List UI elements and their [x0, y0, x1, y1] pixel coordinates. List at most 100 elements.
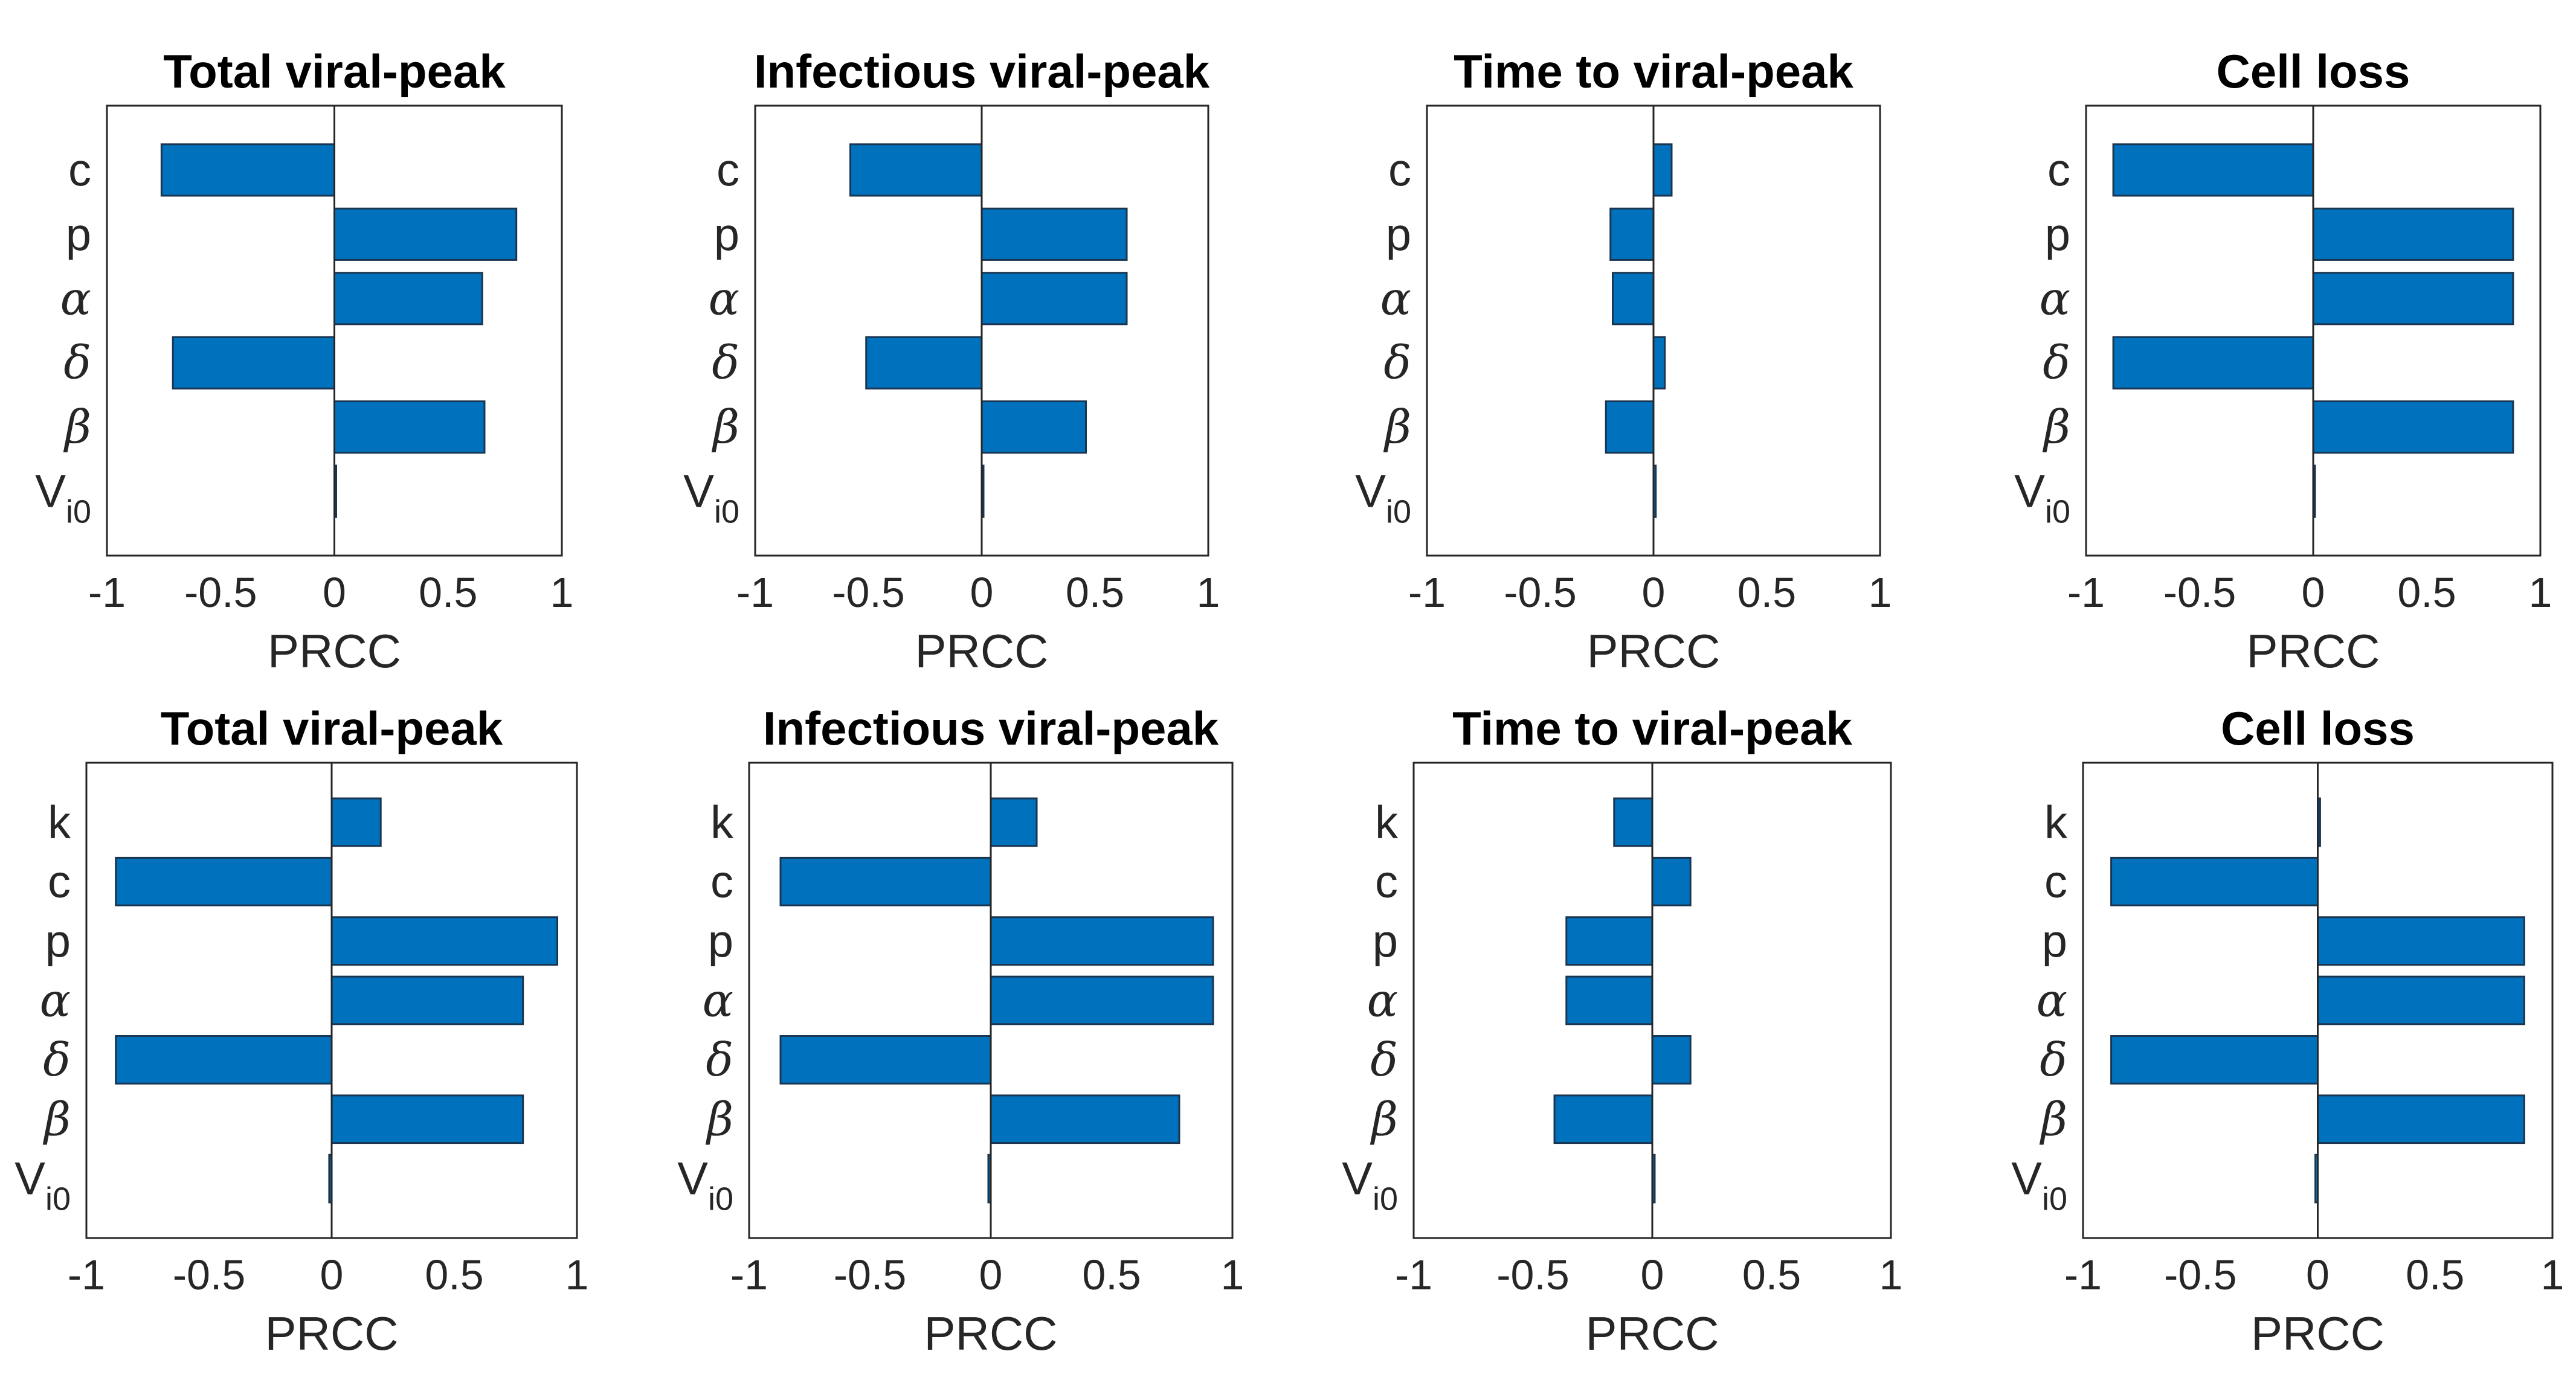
category-subscript: i0 — [2042, 1181, 2067, 1217]
x-tick-label: 0 — [320, 1251, 344, 1298]
category-label: α — [60, 271, 91, 325]
category-label: Vi0 — [2011, 1153, 2067, 1217]
bar-p — [330, 916, 559, 966]
bar-β — [980, 400, 1087, 454]
category-label: α — [2037, 974, 2067, 1027]
x-tick-label: 0 — [970, 569, 994, 616]
x-tick-label: 1 — [2529, 569, 2552, 616]
category-label: c — [68, 144, 91, 196]
category-label: δ — [2040, 1033, 2067, 1086]
x-tick-label: 0 — [323, 569, 346, 616]
category-main: V — [677, 1153, 708, 1205]
bar-k — [1613, 797, 1653, 847]
bar-α — [980, 272, 1128, 326]
x-axis-label: PRCC — [2246, 624, 2380, 678]
category-label: δ — [43, 1033, 71, 1086]
x-tick-label: 0.5 — [1742, 1251, 1801, 1298]
bar-β — [1605, 400, 1655, 454]
bar-p — [1609, 207, 1655, 261]
bar-δ — [865, 336, 983, 390]
bar-α — [2312, 272, 2514, 326]
category-subscript: i0 — [45, 1181, 71, 1217]
x-tick-label: 0 — [1641, 1251, 1664, 1298]
category-label: Vi0 — [14, 1153, 71, 1217]
x-tick-label: -1 — [1395, 1251, 1432, 1298]
chart-title: Time to viral-peak — [1454, 45, 1853, 98]
bar-α — [333, 272, 483, 326]
x-tick-label: 0.5 — [2397, 569, 2456, 616]
chart-title: Infectious viral-peak — [763, 702, 1219, 755]
category-label: β — [2039, 1092, 2067, 1146]
x-axis-label: PRCC — [268, 624, 401, 678]
bar-p — [2317, 916, 2525, 966]
x-axis-label: PRCC — [1585, 1307, 1719, 1360]
category-label: Vi0 — [1342, 1153, 1398, 1217]
x-axis-label: PRCC — [924, 1307, 1057, 1360]
category-label: δ — [2043, 336, 2070, 390]
x-tick-label: -0.5 — [2164, 1251, 2237, 1298]
x-tick-label: 1 — [1879, 1251, 1903, 1298]
bar-c — [115, 856, 333, 906]
bar-p — [990, 916, 1214, 966]
bar-β — [330, 1094, 524, 1144]
category-label: k — [710, 797, 734, 848]
category-label: p — [714, 209, 739, 260]
x-tick-label: -0.5 — [834, 1251, 907, 1298]
x-tick-label: 0.5 — [1066, 569, 1124, 616]
x-tick-label: -1 — [68, 1251, 105, 1298]
category-label: p — [1386, 209, 1411, 260]
category-label: β — [711, 400, 739, 454]
bar-α — [2317, 975, 2525, 1025]
chart-title: Total viral-peak — [161, 702, 503, 755]
category-main: V — [35, 466, 66, 518]
category-label: β — [2042, 400, 2070, 454]
x-tick-label: -1 — [88, 569, 126, 616]
category-label: k — [48, 797, 71, 848]
bar-δ — [779, 1035, 992, 1085]
x-tick-label: 0 — [2306, 1251, 2330, 1298]
x-tick-label: -0.5 — [1496, 1251, 1570, 1298]
chart-title: Cell loss — [2221, 702, 2415, 755]
bar-β — [2317, 1094, 2525, 1144]
category-label: α — [1380, 271, 1411, 325]
x-tick-label: 0.5 — [1082, 1251, 1141, 1298]
category-label: c — [710, 856, 733, 908]
bar-α — [1565, 975, 1653, 1025]
category-label: Vi0 — [35, 466, 91, 530]
category-subscript: i0 — [1386, 494, 1411, 530]
bar-δ — [172, 336, 335, 390]
x-axis-label: PRCC — [915, 624, 1048, 678]
category-label: α — [2040, 271, 2070, 325]
bar-p — [980, 207, 1128, 261]
category-label: c — [2044, 856, 2067, 908]
category-label: δ — [63, 336, 91, 390]
bar-c — [779, 856, 992, 906]
bar-δ — [2110, 1035, 2319, 1085]
category-label: p — [66, 209, 91, 260]
x-tick-label: 0.5 — [425, 1251, 483, 1298]
category-label: α — [709, 271, 739, 325]
bar-c — [1652, 143, 1673, 197]
chart-title: Time to viral-peak — [1452, 702, 1852, 755]
x-axis-label: PRCC — [1586, 624, 1720, 678]
bar-p — [1565, 916, 1653, 966]
category-label: α — [40, 974, 71, 1027]
category-label: Vi0 — [2014, 466, 2070, 530]
category-label: β — [1370, 1092, 1398, 1146]
bar-p — [333, 207, 518, 261]
x-tick-label: 1 — [550, 569, 574, 616]
x-tick-label: -1 — [2064, 1251, 2102, 1298]
x-tick-label: 0 — [979, 1251, 1003, 1298]
category-label: δ — [706, 1033, 733, 1086]
x-tick-label: 1 — [1221, 1251, 1245, 1298]
category-main: V — [2014, 466, 2045, 518]
bar-k — [990, 797, 1038, 847]
category-subscript: i0 — [66, 494, 91, 530]
category-label: Vi0 — [677, 1153, 733, 1217]
x-tick-label: -1 — [2067, 569, 2105, 616]
bar-α — [1612, 272, 1655, 326]
